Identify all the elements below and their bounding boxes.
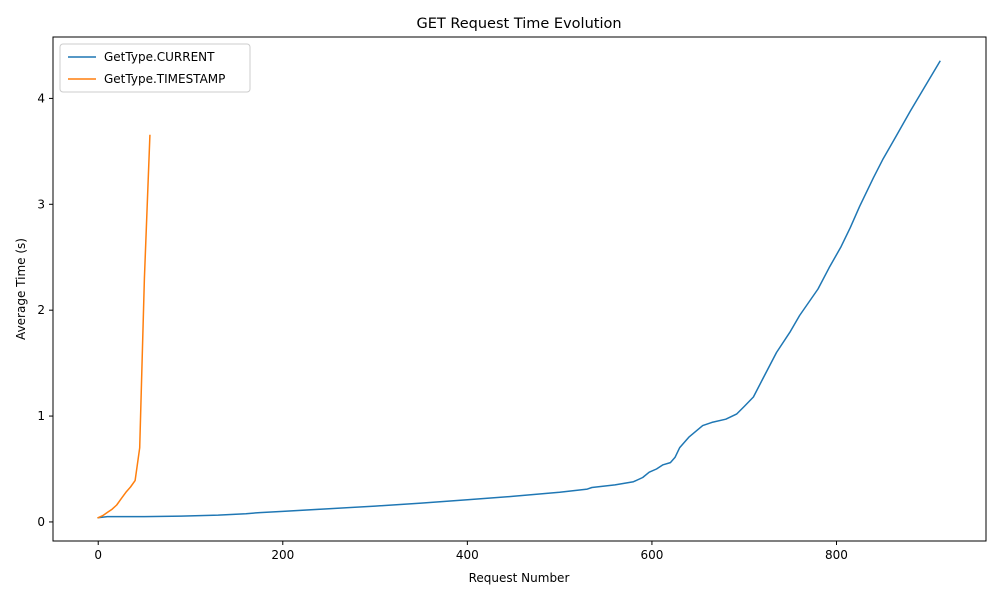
x-tick-label: 400: [456, 548, 479, 562]
y-tick-label: 1: [37, 409, 45, 423]
x-axis-label: Request Number: [469, 571, 570, 585]
legend: GetType.CURRENT GetType.TIMESTAMP: [59, 43, 251, 93]
y-tick-label: 3: [37, 197, 45, 211]
y-tick-label: 0: [37, 515, 45, 529]
x-tick-label: 600: [640, 548, 663, 562]
series-line-1: [97, 134, 151, 519]
y-axis-label: Average Time (s): [14, 238, 28, 340]
legend-box: [59, 43, 251, 93]
legend-label-current: GetType.CURRENT: [104, 50, 215, 64]
x-tick-label: 0: [94, 548, 102, 562]
legend-label-timestamp: GetType.TIMESTAMP: [104, 72, 225, 86]
x-tick-label: 800: [825, 548, 848, 562]
x-tick-label: 200: [271, 548, 294, 562]
chart-title: GET Request Time Evolution: [416, 16, 621, 32]
x-axis: 0 200 400 600 800: [94, 541, 848, 562]
plot-frame: [52, 36, 987, 542]
series-layer: [97, 60, 941, 519]
y-axis: 0 1 2 3 4: [37, 91, 53, 529]
y-tick-label: 4: [37, 91, 45, 105]
y-tick-label: 2: [37, 303, 45, 317]
series-line-0: [97, 60, 941, 519]
